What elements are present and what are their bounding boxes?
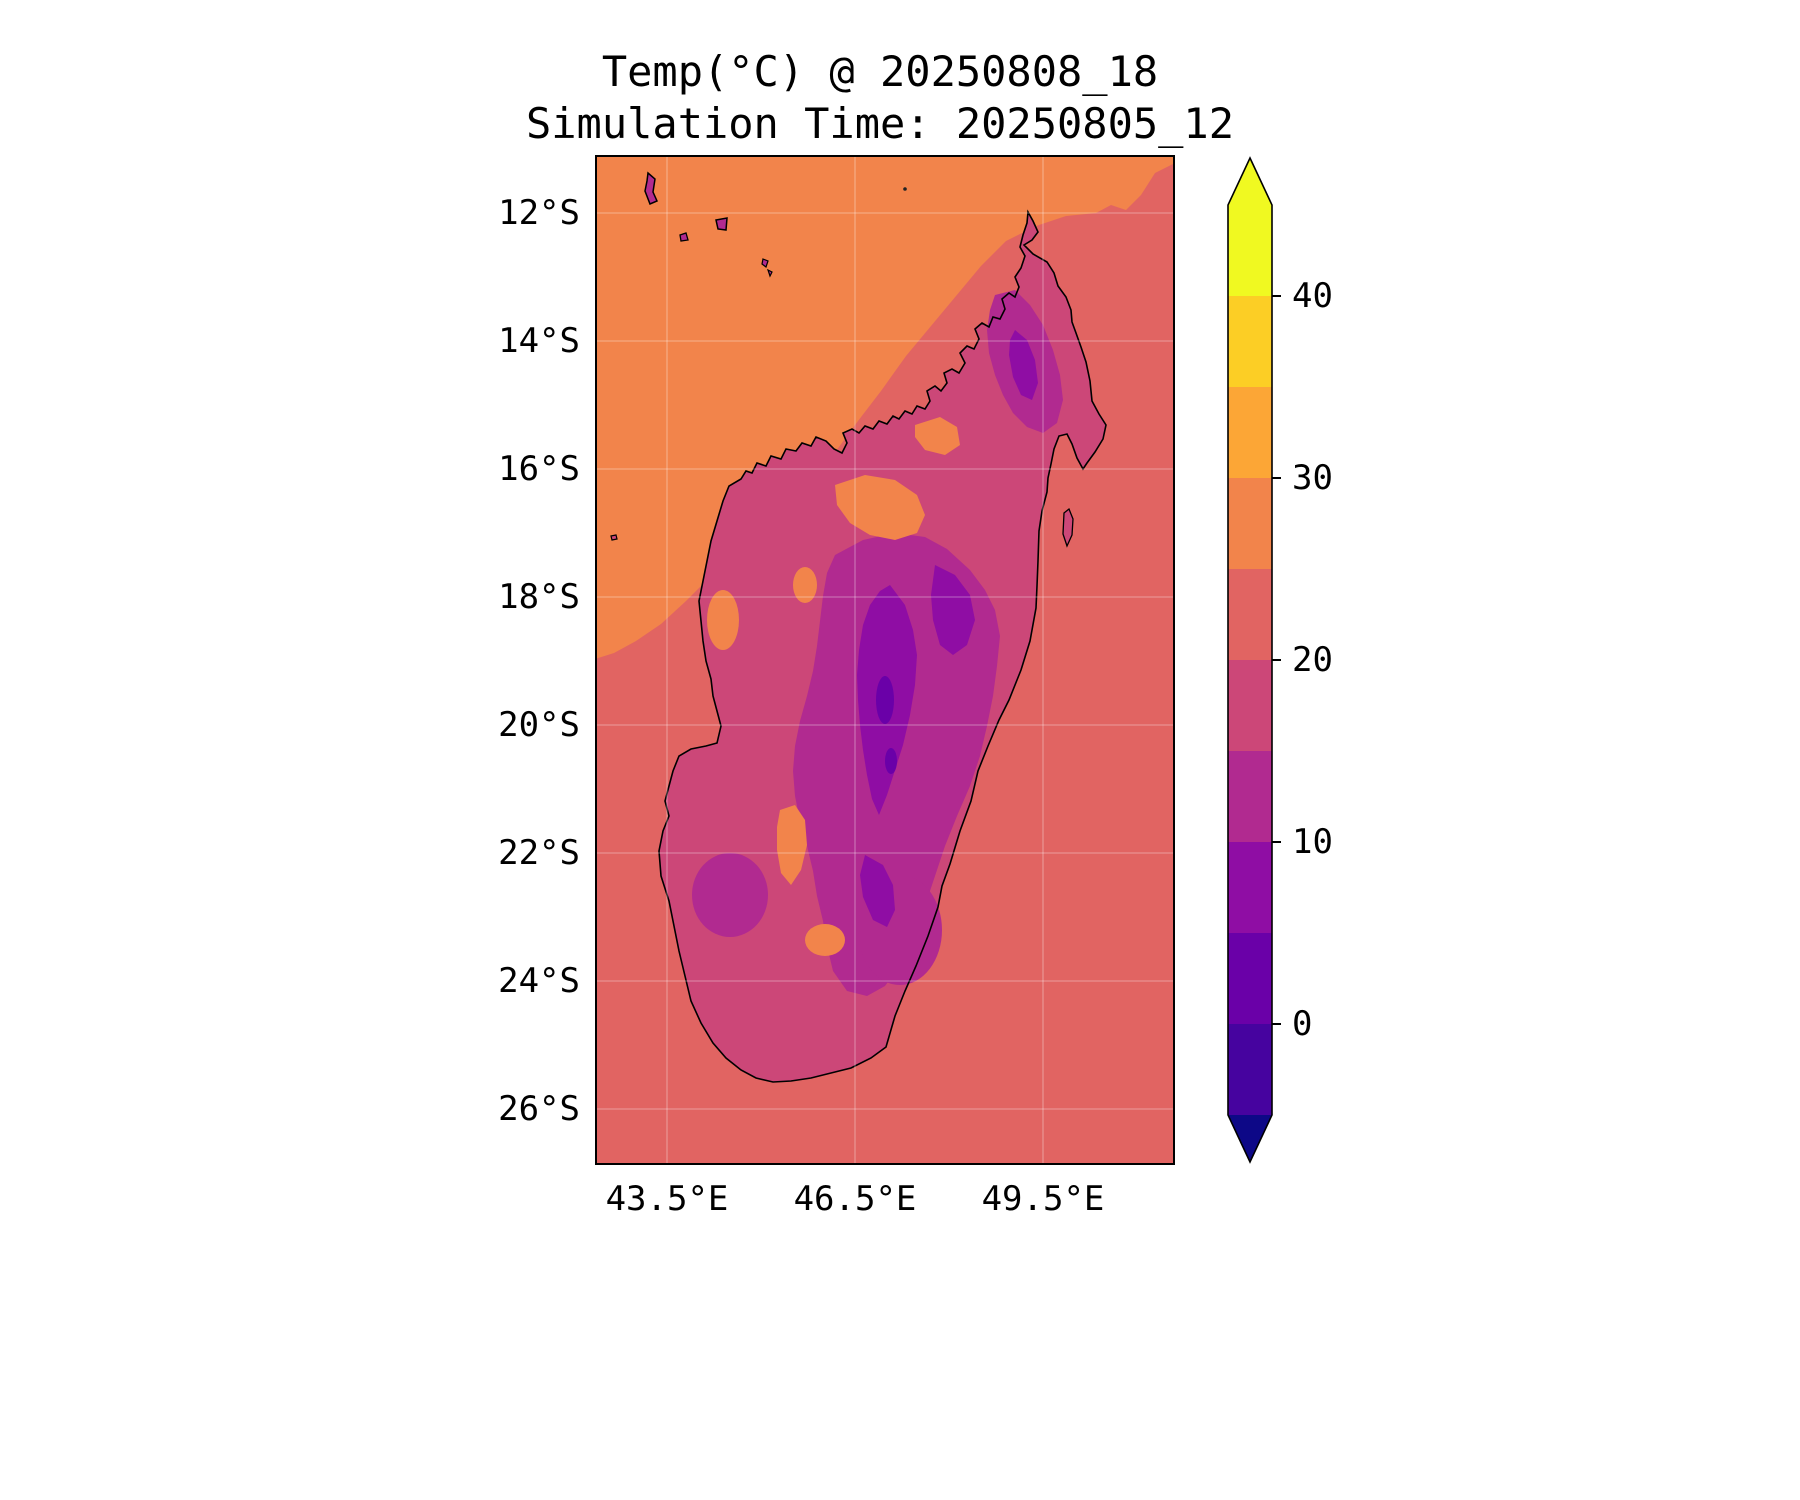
highland-cool-northeast — [931, 565, 975, 655]
colorbar-ticks — [1272, 295, 1281, 1025]
colorbar-label-30: 30 — [1292, 458, 1333, 498]
plot-subtitle: Simulation Time: 20250805_12 — [525, 99, 1234, 148]
colorbar-label-10: 10 — [1292, 822, 1333, 862]
colorbar-band-40-45 — [1228, 205, 1272, 296]
colorbar-band-0-5 — [1228, 933, 1272, 1024]
colorbar — [1227, 156, 1281, 1164]
y-tick-label-16s: 16°S — [498, 449, 580, 489]
colorbar-label-40: 40 — [1292, 276, 1333, 316]
anjouan-island — [715, 217, 728, 231]
mayotte-islet — [766, 268, 773, 278]
colorbar-over-arrow — [1228, 158, 1272, 205]
colorbar-band-35-40 — [1228, 296, 1272, 387]
y-tick-label-26s: 26°S — [498, 1089, 580, 1129]
highland-cool-north — [1009, 330, 1038, 400]
warm-patch-west-coast — [707, 590, 739, 650]
y-tick-label-14s: 14°S — [498, 321, 580, 361]
colorbar-band-25-30 — [1228, 478, 1272, 569]
coldest-spot-secondary — [885, 748, 897, 774]
moheli-island — [679, 232, 689, 242]
colorbar-label-20: 20 — [1292, 640, 1333, 680]
map-plot — [595, 155, 1175, 1165]
colorbar-band-30-35 — [1228, 387, 1272, 478]
y-tick-label-24s: 24°S — [498, 961, 580, 1001]
map-gridlines — [595, 155, 1175, 1165]
warm-patch-midwest — [793, 567, 817, 603]
plot-title: Temp(°C) @ 20250808_18 — [601, 47, 1159, 96]
highlands-southwest-patch — [692, 853, 768, 937]
plot-frame — [595, 155, 1175, 1165]
mayotte-island — [761, 258, 769, 268]
colorbar-band-10-15 — [1228, 751, 1272, 842]
colorbar-label-0: 0 — [1292, 1004, 1313, 1044]
coldest-spot — [876, 676, 894, 724]
warm-patch-southwest — [777, 805, 807, 885]
y-tick-label-22s: 22°S — [498, 833, 580, 873]
colorbar-band-20-25 — [1228, 569, 1272, 660]
y-tick-label-20s: 20°S — [498, 705, 580, 745]
warm-patch-south — [805, 924, 845, 956]
x-tick-label-46-5e: 46.5°E — [793, 1179, 917, 1219]
colorbar-under-arrow — [1228, 1115, 1272, 1162]
y-tick-label-12s: 12°S — [498, 193, 580, 233]
x-tick-label-43-5e: 43.5°E — [605, 1179, 729, 1219]
warm-patch-northwest — [835, 475, 925, 540]
warm-patch-north-central — [915, 417, 960, 455]
islet-dot — [903, 187, 907, 191]
x-tick-label-49-5e: 49.5°E — [981, 1179, 1105, 1219]
colorbar-band-5-10 — [1228, 842, 1272, 933]
west-islet — [610, 534, 618, 541]
colorbar-band-neg5-0 — [1228, 1024, 1272, 1115]
madagascar-coastline — [658, 209, 1107, 1083]
colorbar-band-15-20 — [1228, 660, 1272, 751]
grande-comore-island — [644, 171, 658, 205]
y-tick-label-18s: 18°S — [498, 577, 580, 617]
colorbar-outline — [1227, 156, 1273, 1164]
sainte-marie-island — [1062, 507, 1074, 548]
highland-cool-south — [860, 855, 895, 927]
